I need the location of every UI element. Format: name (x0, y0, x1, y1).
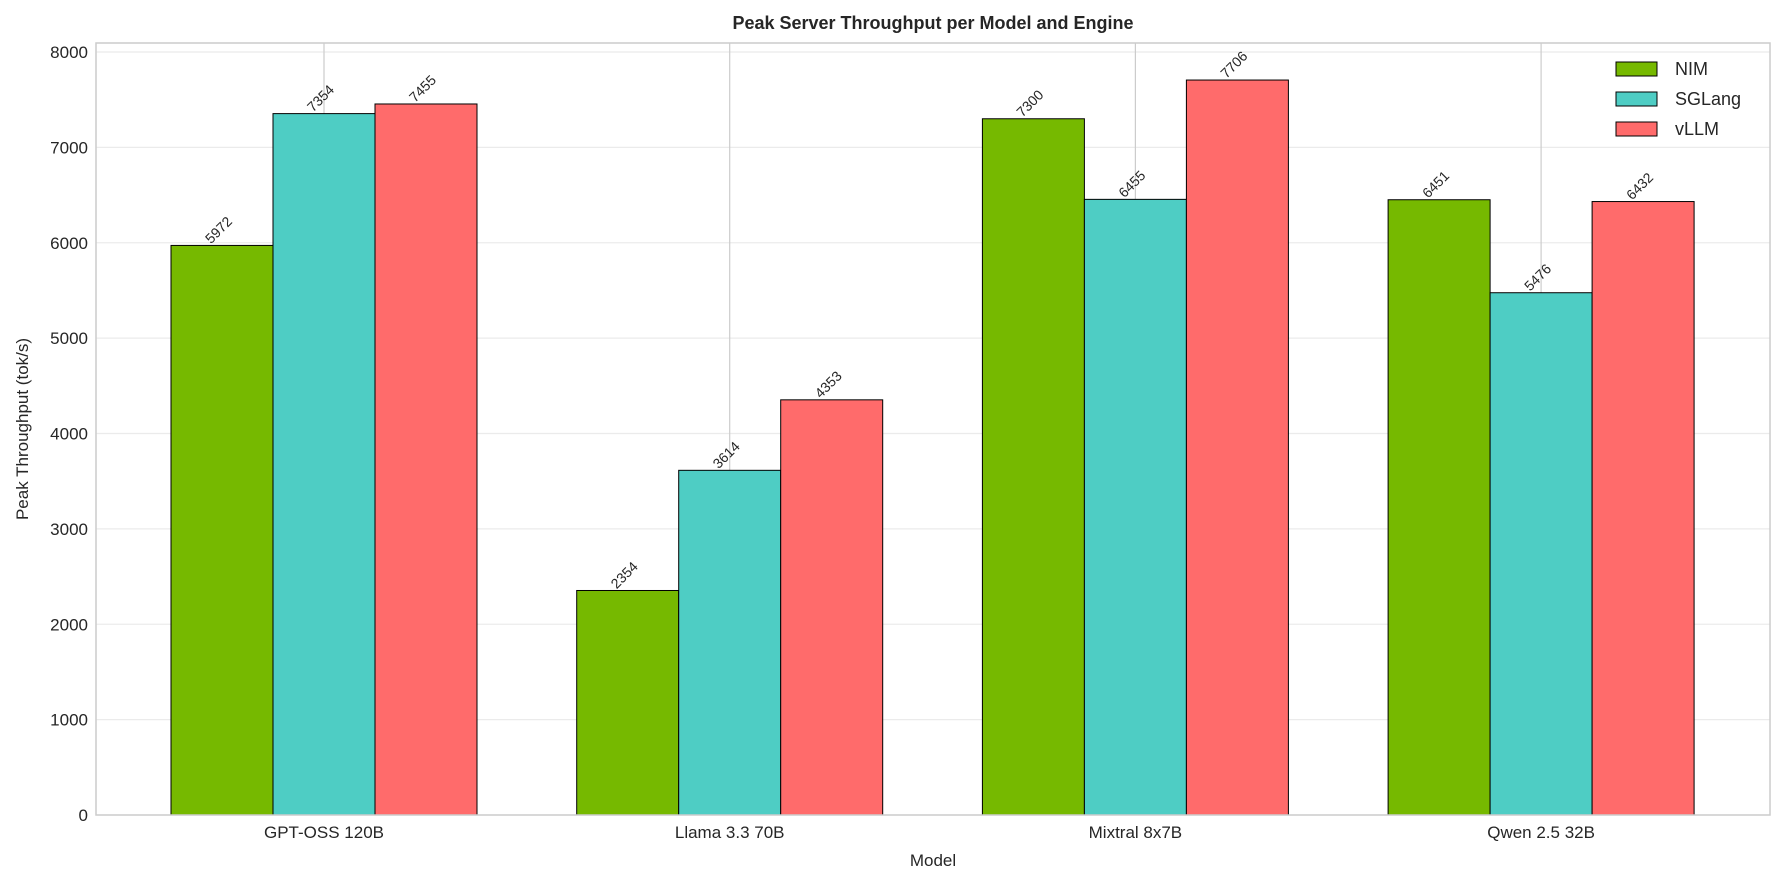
bar-vllm-1 (780, 399, 884, 816)
legend-label: SGLang (1675, 89, 1741, 109)
bar-nim-3 (1387, 199, 1491, 816)
legend-label: NIM (1675, 59, 1708, 79)
y-tick-label: 4000 (50, 425, 88, 444)
data-label: 6432 (1623, 169, 1656, 202)
data-label: 5972 (202, 213, 235, 246)
legend-swatch-vllm (1615, 121, 1658, 137)
bar-vllm-0 (374, 103, 478, 816)
bar-sglang-1 (678, 469, 782, 816)
x-tick-label: Qwen 2.5 32B (1487, 823, 1595, 842)
y-tick-label: 2000 (50, 615, 88, 634)
data-label: 7300 (1013, 86, 1046, 119)
bar-vllm-2 (1185, 79, 1289, 816)
data-label: 7706 (1217, 48, 1250, 81)
bar-nim-1 (576, 589, 680, 816)
x-axis-label: Model (910, 851, 956, 870)
bar-sglang-0 (272, 113, 376, 816)
bar-nim-2 (981, 118, 1085, 816)
x-tick-label: Llama 3.3 70B (675, 823, 785, 842)
plot-frame (95, 42, 1771, 816)
y-tick-label: 5000 (50, 329, 88, 348)
data-label: 5476 (1521, 260, 1554, 293)
data-label: 3614 (709, 438, 742, 471)
data-label: 7354 (304, 81, 337, 114)
data-label: 6451 (1419, 167, 1452, 200)
legend-swatch-nim (1615, 61, 1658, 77)
data-label: 7455 (406, 72, 439, 105)
y-tick-label: 0 (79, 806, 88, 825)
y-ticks: 0 1000 2000 3000 4000 5000 6000 7000 8000 (50, 43, 88, 825)
data-label: 4353 (811, 367, 844, 400)
legend-swatch-sglang (1615, 91, 1658, 107)
bar-sglang-3 (1489, 292, 1593, 816)
bar-nim-0 (170, 244, 274, 816)
y-axis-label: Peak Throughput (tok/s) (13, 338, 32, 520)
y-tick-label: 1000 (50, 711, 88, 730)
data-label: 6455 (1115, 167, 1148, 200)
legend-label: vLLM (1675, 119, 1719, 139)
bars: 5972 2354 7300 6451 7354 3614 6455 5476 7455 4353… (170, 48, 1695, 816)
bar-vllm-3 (1591, 201, 1695, 816)
chart-title: Peak Server Throughput per Model and Eng… (732, 13, 1133, 33)
x-ticks: GPT-OSS 120B Llama 3.3 70B Mixtral 8x7B Qwe… (264, 823, 1595, 842)
y-tick-label: 6000 (50, 234, 88, 253)
y-tick-label: 8000 (50, 43, 88, 62)
y-tick-label: 3000 (50, 520, 88, 539)
data-label: 2354 (607, 558, 640, 591)
y-tick-label: 7000 (50, 138, 88, 157)
bar-sglang-2 (1083, 198, 1187, 816)
legend: NIM SGLang vLLM (1615, 59, 1741, 139)
x-tick-label: GPT-OSS 120B (264, 823, 384, 842)
x-tick-label: Mixtral 8x7B (1089, 823, 1183, 842)
